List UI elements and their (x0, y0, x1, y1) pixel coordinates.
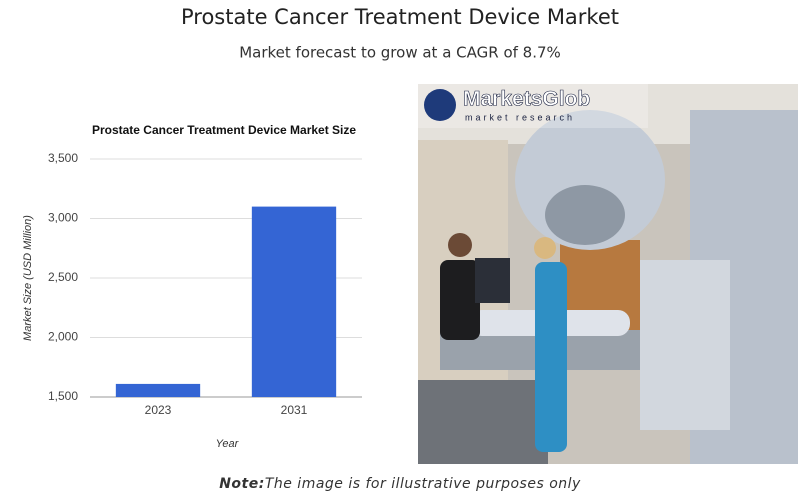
page-subtitle: Market forecast to grow at a CAGR of 8.7… (239, 44, 561, 62)
logo-backdrop (418, 84, 648, 128)
nurse-body (535, 262, 567, 452)
bar (115, 383, 201, 397)
x-axis-label: Year (216, 438, 240, 450)
logo-globe (424, 89, 456, 121)
page-title: Prostate Cancer Treatment Device Market (181, 5, 619, 29)
chart-title: Prostate Cancer Treatment Device Market … (92, 123, 356, 137)
nurse-head (534, 237, 556, 259)
y-tick-label: 1,500 (48, 389, 78, 403)
machine-base (640, 260, 730, 430)
logo-text: MarketsGlob (463, 88, 590, 111)
bar (251, 206, 337, 397)
y-tick-label: 3,500 (48, 151, 78, 165)
bar-chart: 1,500 2,000 2,500 3,000 3,500 2023 2031 (48, 151, 362, 417)
y-tick-label: 2,500 (48, 270, 78, 284)
y-tick-label: 2,000 (48, 330, 78, 344)
logo-tagline: market research (465, 112, 575, 122)
y-tick-label: 3,000 (48, 211, 78, 225)
note-label: Note: (219, 476, 265, 492)
illustration: MarketsGlob market research (418, 84, 798, 464)
couch-base (418, 380, 548, 464)
note-text: The image is for illustrative purposes o… (264, 476, 581, 492)
y-axis-label: Market Size (USD Million) (22, 215, 34, 341)
machine-lens (545, 185, 625, 245)
monitor (475, 258, 510, 303)
footnote: Note:The image is for illustrative purpo… (0, 476, 800, 492)
person-body (440, 260, 480, 340)
person-head (448, 233, 472, 257)
x-tick-label: 2031 (281, 403, 308, 417)
x-tick-label: 2023 (145, 403, 172, 417)
